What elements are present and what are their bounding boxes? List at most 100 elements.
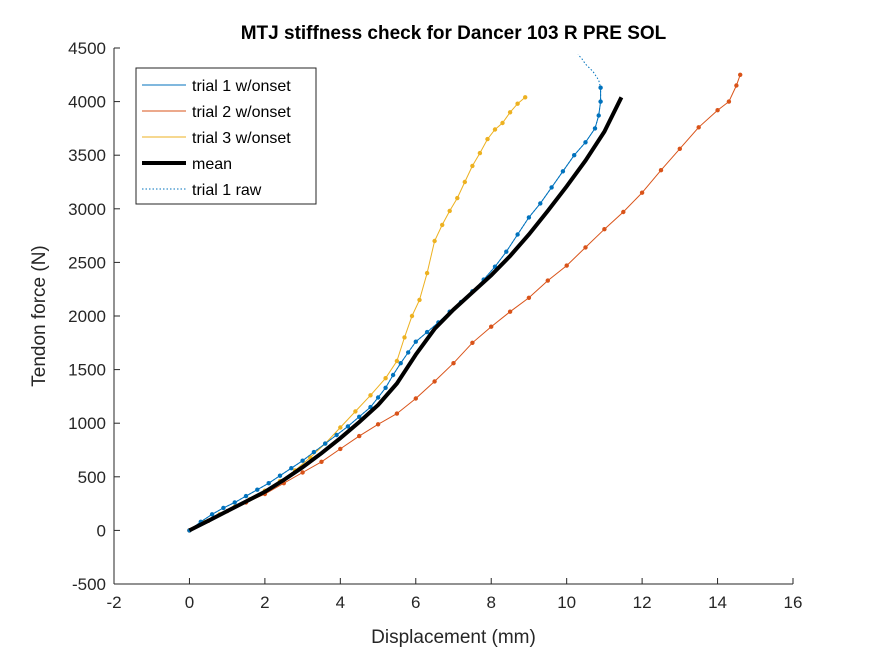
data-point-trial-1-w-onset bbox=[289, 466, 294, 471]
y-tick-label: 1000 bbox=[68, 414, 106, 433]
data-point-trial-1-w-onset bbox=[424, 329, 430, 335]
x-tick-label: 12 bbox=[633, 593, 652, 612]
data-point-trial-1-w-onset bbox=[221, 505, 226, 511]
y-tick-label: -500 bbox=[72, 575, 106, 594]
data-point-trial-2-w-onset bbox=[734, 83, 739, 88]
data-point-trial-1-w-onset bbox=[560, 169, 566, 174]
data-point-trial-1-w-onset bbox=[243, 493, 249, 499]
data-point-trial-1-w-onset bbox=[504, 249, 509, 254]
legend-label: trial 3 w/onset bbox=[192, 130, 291, 147]
legend-label: trial 1 raw bbox=[192, 182, 262, 199]
x-tick-label: 6 bbox=[411, 593, 420, 612]
data-point-trial-3-w-onset bbox=[523, 95, 528, 100]
data-point-trial-2-w-onset bbox=[357, 433, 362, 439]
data-point-trial-2-w-onset bbox=[738, 72, 743, 78]
data-point-trial-3-w-onset bbox=[500, 120, 505, 126]
data-point-trial-3-w-onset bbox=[485, 136, 490, 142]
data-point-trial-2-w-onset bbox=[507, 309, 513, 314]
data-point-trial-2-w-onset bbox=[413, 396, 418, 401]
data-point-trial-1-w-onset bbox=[345, 424, 351, 429]
data-point-trial-1-w-onset bbox=[398, 361, 403, 366]
data-point-trial-3-w-onset bbox=[462, 179, 467, 185]
data-point-trial-2-w-onset bbox=[319, 459, 324, 464]
y-tick-label: 0 bbox=[97, 521, 106, 540]
data-point-trial-1-w-onset bbox=[598, 85, 603, 90]
legend-box bbox=[135, 67, 317, 205]
data-point-trial-3-w-onset bbox=[507, 110, 513, 115]
legend-label: trial 2 w/onset bbox=[192, 104, 291, 121]
data-point-trial-3-w-onset bbox=[353, 409, 358, 414]
data-point-trial-1-w-onset bbox=[266, 481, 271, 486]
data-point-trial-2-w-onset bbox=[564, 263, 569, 268]
data-point-trial-3-w-onset bbox=[368, 393, 373, 398]
y-tick-label: 2000 bbox=[68, 307, 106, 326]
data-point-trial-1-w-onset bbox=[538, 201, 543, 206]
data-point-trial-2-w-onset bbox=[300, 470, 305, 475]
chart-title: MTJ stiffness check for Dancer 103 R PRE… bbox=[241, 23, 667, 44]
data-point-trial-1-w-onset bbox=[311, 449, 317, 455]
y-tick-label: 2500 bbox=[68, 253, 106, 272]
data-point-trial-1-w-onset bbox=[323, 441, 328, 446]
data-point-trial-3-w-onset bbox=[394, 358, 400, 364]
data-point-trial-1-w-onset bbox=[596, 113, 601, 118]
data-point-trial-1-w-onset bbox=[413, 339, 418, 344]
y-tick-label: 3500 bbox=[68, 146, 106, 165]
data-point-trial-2-w-onset bbox=[583, 245, 588, 250]
data-point-trial-3-w-onset bbox=[417, 297, 422, 303]
data-point-trial-2-w-onset bbox=[602, 227, 607, 232]
x-tick-label: 10 bbox=[557, 593, 576, 612]
legend-items: trial 1 w/onset trial 2 w/onset trial 3 w/… bbox=[142, 78, 291, 199]
data-point-trial-2-w-onset bbox=[338, 446, 343, 452]
data-point-trial-1-w-onset bbox=[515, 232, 520, 237]
legend: trial 1 w/onset trial 2 w/onset trial 3 w/… bbox=[135, 67, 317, 205]
data-point-trial-2-w-onset bbox=[696, 125, 701, 130]
data-point-trial-2-w-onset bbox=[726, 99, 732, 104]
data-point-trial-1-w-onset bbox=[300, 458, 305, 463]
data-point-trial-1-w-onset bbox=[255, 487, 260, 492]
data-point-trial-3-w-onset bbox=[338, 425, 343, 430]
data-point-trial-2-w-onset bbox=[545, 278, 550, 283]
data-point-trial-1-w-onset bbox=[357, 414, 362, 419]
series-line-mean bbox=[188, 96, 624, 533]
series-layer bbox=[187, 54, 743, 533]
data-point-trial-3-w-onset bbox=[440, 222, 445, 228]
data-point-trial-3-w-onset bbox=[424, 270, 430, 276]
data-point-trial-1-w-onset bbox=[526, 215, 532, 220]
x-tick-label: 8 bbox=[486, 593, 495, 612]
data-point-trial-3-w-onset bbox=[432, 238, 437, 244]
y-tick-label: 500 bbox=[78, 468, 106, 487]
x-tick-label: -2 bbox=[106, 593, 121, 612]
data-point-trial-1-w-onset bbox=[583, 140, 588, 145]
data-point-trial-3-w-onset bbox=[470, 163, 475, 169]
data-point-trial-3-w-onset bbox=[477, 150, 483, 156]
data-point-trial-2-w-onset bbox=[639, 190, 645, 195]
data-point-trial-3-w-onset bbox=[455, 195, 460, 201]
data-point-trial-2-w-onset bbox=[677, 146, 682, 151]
data-point-trial-2-w-onset bbox=[621, 209, 626, 215]
x-ticks: -2 0 2 4 6 8 10 12 14 16 bbox=[106, 578, 802, 612]
data-point-trial-1-w-onset bbox=[232, 500, 237, 505]
legend-label: mean bbox=[192, 156, 232, 173]
data-point-trial-2-w-onset bbox=[375, 422, 381, 427]
data-point-trial-2-w-onset bbox=[451, 361, 456, 366]
data-point-trial-2-w-onset bbox=[526, 295, 532, 300]
x-tick-label: 4 bbox=[336, 593, 345, 612]
series-line-trial-2-w-onset bbox=[189, 74, 741, 531]
data-point-trial-1-w-onset bbox=[390, 372, 396, 378]
y-ticks: -500 0 500 1000 1500 2000 2500 3000 3500 4000 4500 bbox=[68, 39, 120, 594]
x-tick-label: 2 bbox=[260, 593, 269, 612]
data-point-trial-3-w-onset bbox=[492, 127, 498, 132]
data-point-trial-2-w-onset bbox=[432, 379, 437, 384]
data-point-trial-2-w-onset bbox=[715, 108, 720, 113]
data-point-trial-1-w-onset bbox=[375, 395, 381, 400]
y-tick-label: 3000 bbox=[68, 200, 106, 219]
x-tick-label: 16 bbox=[784, 593, 803, 612]
y-tick-label: 4500 bbox=[68, 39, 106, 58]
data-point-trial-1-w-onset bbox=[383, 385, 388, 390]
data-point-trial-1-w-onset bbox=[334, 432, 339, 438]
data-point-trial-1-w-onset bbox=[209, 512, 215, 517]
data-point-trial-1-w-onset bbox=[277, 473, 283, 478]
data-point-trial-1-w-onset bbox=[572, 153, 577, 158]
data-point-trial-3-w-onset bbox=[515, 101, 520, 106]
data-point-trial-1-w-onset bbox=[592, 126, 598, 131]
